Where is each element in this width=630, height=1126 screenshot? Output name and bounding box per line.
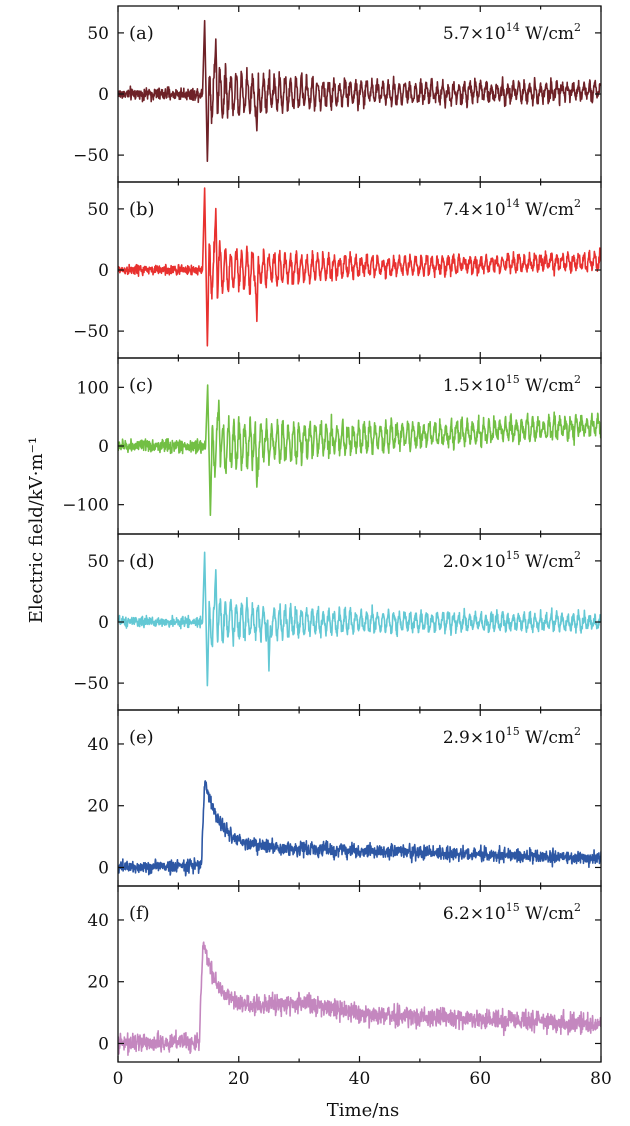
- y-tick-label: 100: [77, 378, 109, 398]
- panel-label: (a): [129, 23, 154, 44]
- intensity-unit: W/cm: [520, 552, 574, 572]
- y-tick-label: 50: [87, 24, 109, 44]
- intensity-unit: W/cm: [520, 200, 574, 220]
- y-tick-label: 20: [87, 797, 109, 817]
- panel-label: (b): [129, 199, 155, 220]
- intensity-label: 1.5×1015 W/cm2: [443, 373, 581, 396]
- intensity-label: 7.4×1014 W/cm2: [443, 197, 581, 220]
- panel-e: 0 20 40 (e) 2.9×1015 W/cm2: [87, 709, 602, 887]
- intensity-label: 2.9×1015 W/cm2: [443, 725, 581, 748]
- series-line: [118, 941, 601, 1056]
- intensity-unit-exponent: 2: [574, 373, 581, 386]
- series-line: [118, 384, 601, 517]
- y-tick-label: 20: [87, 973, 109, 993]
- y-tick-label: 0: [98, 1034, 109, 1054]
- intensity-mantissa: 7.4×10: [443, 200, 506, 220]
- x-tick-labels: 0 20 40 60 80: [113, 1069, 612, 1089]
- intensity-mantissa: 2.9×10: [443, 728, 506, 748]
- y-axis-title: Electric field/kV·m⁻¹: [26, 437, 47, 623]
- intensity-exponent: 15: [506, 373, 520, 386]
- x-tick-label: 40: [349, 1069, 371, 1089]
- intensity-mantissa: 5.7×10: [443, 24, 506, 44]
- x-tick-label: 60: [469, 1069, 491, 1089]
- y-tick-label: −50: [73, 322, 109, 342]
- intensity-unit-exponent: 2: [574, 725, 581, 738]
- panel-label: (d): [129, 551, 155, 572]
- intensity-unit-exponent: 2: [574, 21, 581, 34]
- series-line: [118, 187, 601, 347]
- series-line: [118, 551, 601, 687]
- intensity-exponent: 15: [506, 901, 520, 914]
- intensity-unit: W/cm: [520, 904, 574, 924]
- intensity-unit-exponent: 2: [574, 549, 581, 562]
- intensity-unit: W/cm: [520, 24, 574, 44]
- panel-label: (e): [129, 727, 154, 748]
- x-tick-label: 20: [228, 1069, 250, 1089]
- intensity-label: 6.2×1015 W/cm2: [443, 901, 581, 924]
- panel-c: −100 0 100 (c) 1.5×1015 W/cm2: [62, 357, 602, 535]
- y-tick-label: 40: [87, 911, 109, 931]
- y-tick-label: 50: [87, 200, 109, 220]
- intensity-mantissa: 2.0×10: [443, 552, 506, 572]
- intensity-unit-exponent: 2: [574, 901, 581, 914]
- series-line: [118, 19, 601, 163]
- y-tick-label: 0: [98, 613, 109, 633]
- y-tick-label: −50: [73, 674, 109, 694]
- x-tick-label: 0: [113, 1069, 124, 1089]
- y-tick-label: 0: [98, 437, 109, 457]
- y-tick-label: 0: [98, 261, 109, 281]
- intensity-unit: W/cm: [520, 376, 574, 396]
- y-tick-label: −50: [73, 146, 109, 166]
- intensity-label: 2.0×1015 W/cm2: [443, 549, 581, 572]
- intensity-exponent: 15: [506, 725, 520, 738]
- y-tick-label: 50: [87, 552, 109, 572]
- intensity-unit: W/cm: [520, 728, 574, 748]
- y-tick-label: 0: [98, 85, 109, 105]
- y-tick-label: 0: [98, 858, 109, 878]
- y-tick-label: −100: [62, 496, 109, 516]
- panel-label: (f): [129, 903, 150, 924]
- intensity-exponent: 15: [506, 549, 520, 562]
- series-line: [118, 780, 601, 877]
- intensity-mantissa: 1.5×10: [443, 376, 506, 396]
- intensity-mantissa: 6.2×10: [443, 904, 506, 924]
- intensity-exponent: 14: [506, 197, 520, 210]
- x-tick-label: 80: [590, 1069, 612, 1089]
- intensity-label: 5.7×1014 W/cm2: [443, 21, 581, 44]
- x-axis-title: Time/ns: [327, 1100, 399, 1121]
- intensity-exponent: 14: [506, 21, 520, 34]
- panel-b: −50 0 50 (b) 7.4×1014 W/cm2: [73, 181, 602, 359]
- panel-d: −50 0 50 (d) 2.0×1015 W/cm2: [73, 533, 602, 711]
- panel-f: 0 20 40 (f) 6.2×1015 W/cm2: [87, 885, 602, 1063]
- intensity-unit-exponent: 2: [574, 197, 581, 210]
- y-tick-label: 40: [87, 735, 109, 755]
- panel-label: (c): [129, 375, 153, 396]
- panel-a: −50 0 50 (a) 5.7×1014 W/cm2: [73, 5, 602, 183]
